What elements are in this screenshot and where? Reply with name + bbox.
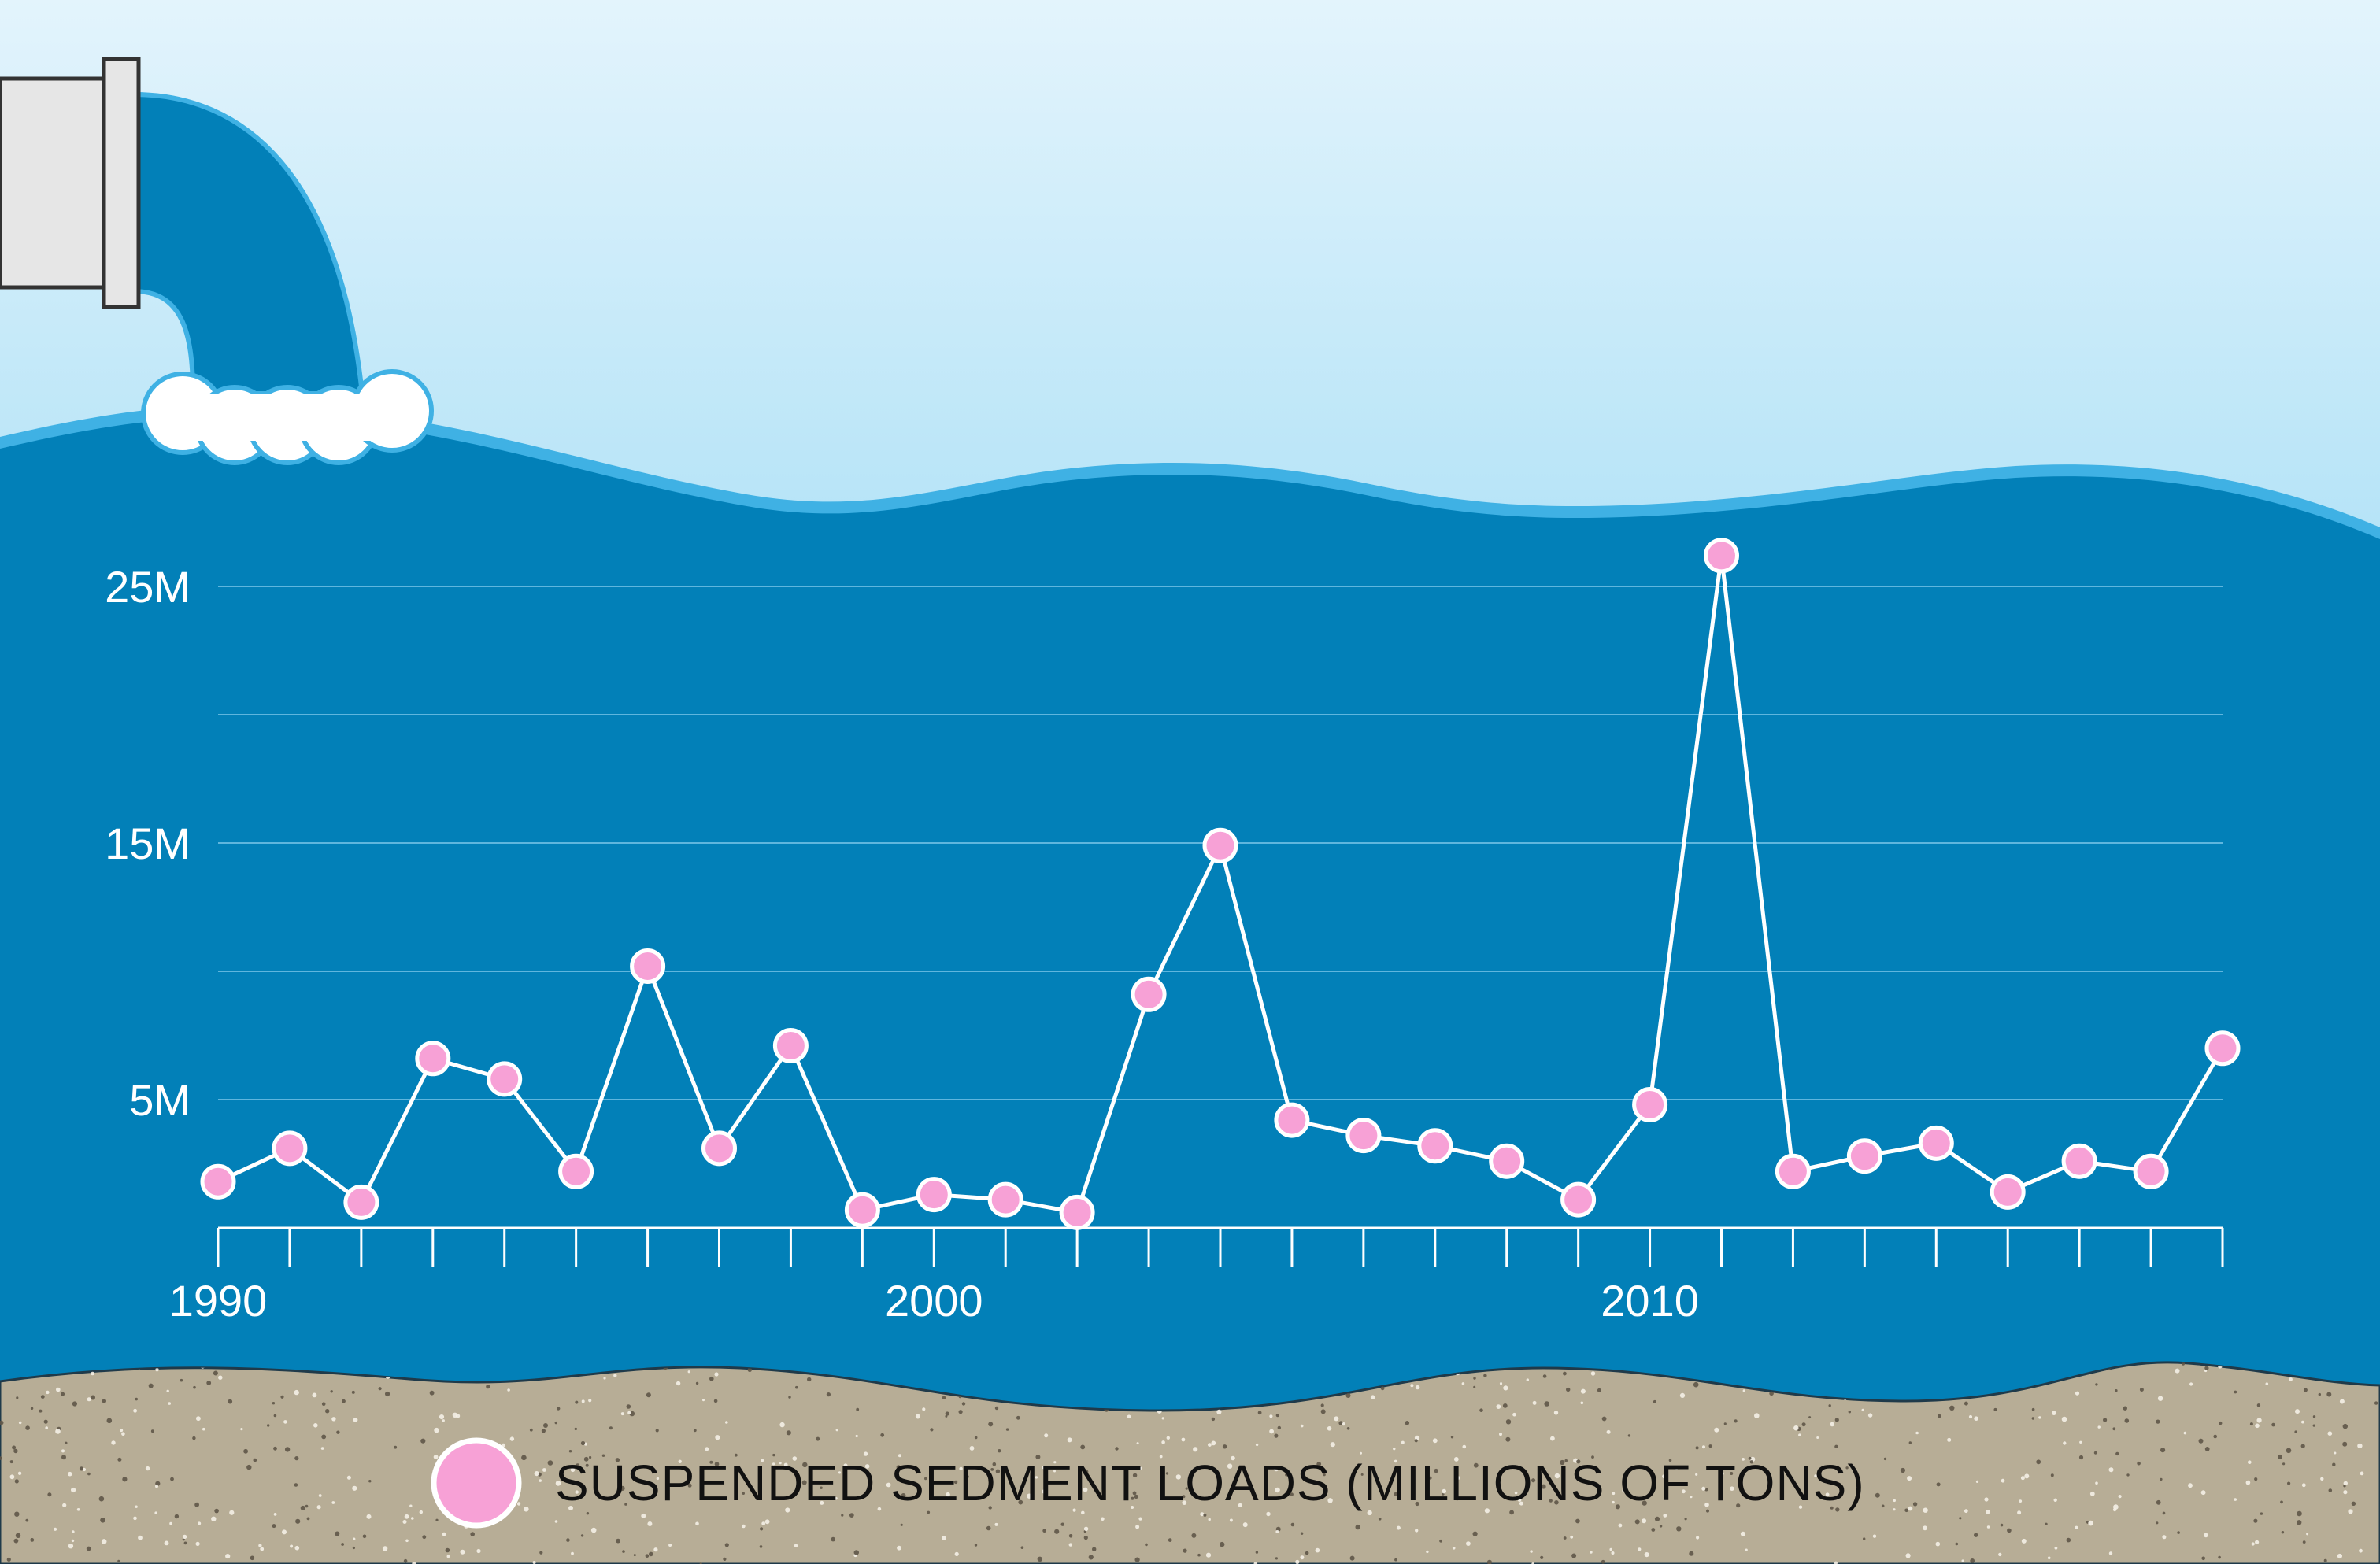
x-axis-tick-labels: 1990 2000 2010: [169, 1276, 1699, 1326]
x-axis: [217, 1226, 2224, 1267]
y-tick-label: 5M: [129, 1075, 191, 1125]
data-point: [2133, 1153, 2169, 1189]
water-body: [0, 416, 2380, 1564]
legend-dot-icon: [431, 1437, 522, 1529]
legend: SUSPENDED SEDMENT LOADS (MILLIONS OF TON…: [431, 1437, 1865, 1529]
data-point: [916, 1177, 952, 1213]
data-point: [1202, 827, 1238, 863]
data-point: [1274, 1102, 1310, 1138]
data-point: [1489, 1143, 1525, 1179]
data-point: [1417, 1128, 1453, 1164]
foam-cloud-icon: [141, 369, 434, 465]
data-point: [1918, 1125, 1954, 1161]
data-point: [1990, 1174, 2026, 1210]
data-point: [630, 948, 666, 984]
data-point: [558, 1153, 594, 1189]
data-point: [487, 1061, 523, 1097]
x-tick-label: 2010: [1601, 1276, 1699, 1326]
data-point: [415, 1041, 451, 1077]
y-tick-label: 25M: [105, 562, 191, 612]
data-point: [1704, 538, 1739, 574]
x-tick-label: 1990: [169, 1276, 268, 1326]
data-point: [200, 1163, 236, 1200]
data-point: [844, 1192, 880, 1228]
data-point: [1059, 1194, 1095, 1230]
data-point: [701, 1130, 737, 1167]
data-point: [1632, 1087, 1668, 1122]
x-tick-label: 2000: [885, 1276, 983, 1326]
data-point: [772, 1028, 809, 1063]
data-point: [2061, 1143, 2097, 1179]
data-point: [1345, 1118, 1382, 1154]
series-suspended-sediment: [200, 538, 2241, 1230]
data-point: [1775, 1153, 1811, 1189]
legend-label: SUSPENDED SEDMENT LOADS (MILLIONS OF TON…: [555, 1455, 1865, 1511]
data-point: [1131, 976, 1167, 1012]
outflow-pipe-icon: [0, 57, 365, 396]
data-point: [1846, 1138, 1882, 1174]
y-axis-tick-labels: 5M 15M 25M: [105, 562, 191, 1125]
y-tick-label: 15M: [105, 819, 191, 868]
data-point: [343, 1184, 379, 1220]
data-point: [272, 1130, 308, 1167]
data-point: [2204, 1030, 2241, 1067]
data-point: [987, 1181, 1023, 1218]
data-point: [1560, 1181, 1597, 1218]
